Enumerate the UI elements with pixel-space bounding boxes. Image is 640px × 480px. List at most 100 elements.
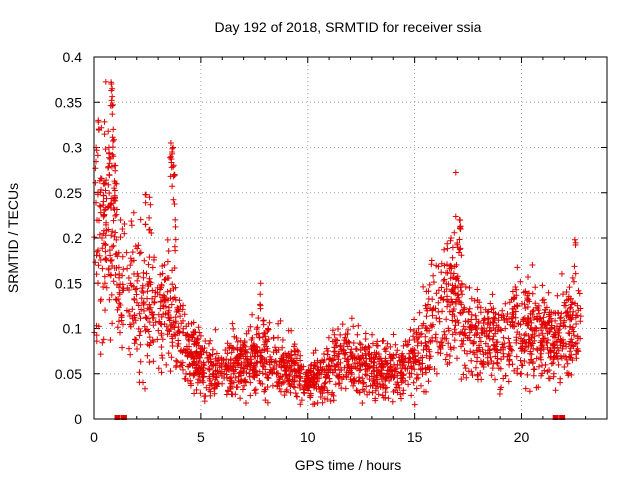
data-point	[136, 369, 143, 376]
data-point	[461, 331, 467, 338]
data-point	[239, 386, 246, 393]
data-point	[330, 397, 337, 404]
data-point	[418, 330, 425, 337]
data-point	[117, 281, 124, 288]
data-point	[548, 360, 555, 367]
data-point	[544, 368, 551, 375]
data-point	[331, 331, 338, 338]
data-point	[363, 383, 370, 390]
data-point	[474, 304, 481, 311]
data-point	[117, 217, 124, 223]
data-point	[458, 281, 465, 288]
data-point	[164, 288, 171, 295]
data-point	[112, 296, 119, 303]
data-point	[114, 306, 121, 313]
data-point	[313, 373, 319, 379]
data-point	[418, 382, 424, 389]
data-point	[100, 336, 107, 343]
data-point	[544, 325, 551, 332]
data-point	[209, 371, 216, 378]
data-point	[555, 361, 562, 368]
data-point	[517, 371, 524, 377]
data-point	[219, 380, 226, 387]
data-point	[457, 226, 464, 232]
data-point	[508, 346, 514, 353]
data-point	[388, 367, 394, 373]
data-point	[141, 307, 147, 314]
data-point	[335, 326, 341, 332]
data-point	[171, 331, 177, 338]
data-point	[545, 375, 552, 382]
data-point	[93, 338, 100, 345]
data-point	[182, 376, 189, 382]
data-point	[145, 283, 152, 289]
data-point	[147, 304, 154, 311]
data-point	[563, 356, 570, 363]
data-point	[577, 335, 584, 342]
data-point	[246, 370, 253, 377]
data-point	[207, 337, 214, 344]
data-point	[144, 341, 151, 348]
data-point	[433, 370, 440, 377]
data-point	[538, 344, 545, 351]
data-point	[117, 234, 124, 241]
data-point	[554, 344, 561, 351]
data-point	[266, 369, 273, 376]
data-point	[105, 163, 112, 170]
data-point	[326, 375, 333, 382]
data-point	[102, 146, 109, 153]
data-point	[505, 335, 512, 342]
data-point	[472, 364, 479, 371]
data-point	[252, 386, 259, 393]
data-point	[170, 196, 177, 203]
data-point	[100, 202, 107, 208]
data-point	[185, 336, 192, 343]
data-point	[295, 348, 302, 355]
data-point	[269, 382, 276, 389]
data-point	[422, 340, 429, 346]
data-point	[237, 355, 244, 362]
data-point	[356, 367, 363, 374]
data-point	[546, 311, 553, 318]
data-point	[512, 284, 519, 290]
data-point	[322, 379, 329, 386]
data-point	[447, 344, 454, 351]
data-point	[109, 102, 116, 109]
data-point	[262, 397, 269, 404]
data-point	[557, 320, 564, 327]
data-point	[485, 361, 492, 368]
data-point	[525, 296, 532, 303]
data-point	[524, 371, 531, 378]
data-point	[113, 250, 120, 257]
data-point	[261, 346, 268, 353]
data-point	[137, 341, 144, 348]
data-point	[506, 316, 512, 322]
data-point	[501, 340, 508, 347]
data-point	[99, 245, 106, 252]
data-point	[135, 242, 142, 249]
data-point	[429, 337, 436, 344]
data-point	[304, 385, 311, 392]
data-point	[451, 337, 458, 344]
data-point	[233, 384, 240, 391]
data-point	[527, 356, 534, 363]
data-point	[128, 323, 134, 330]
data-point	[133, 336, 140, 343]
data-point	[473, 347, 480, 354]
data-point	[284, 377, 291, 384]
data-point	[472, 326, 479, 333]
data-point	[112, 272, 119, 278]
data-point	[95, 247, 102, 254]
data-point	[92, 179, 99, 186]
data-point	[471, 332, 478, 339]
data-point	[344, 330, 351, 337]
data-point	[134, 346, 140, 352]
data-point	[113, 236, 120, 243]
data-point	[400, 342, 407, 349]
data-point	[287, 389, 294, 396]
data-point	[307, 367, 313, 374]
data-point	[96, 177, 103, 184]
data-point	[539, 297, 546, 304]
data-point	[142, 199, 149, 206]
x-tick-label: 15	[407, 429, 423, 445]
